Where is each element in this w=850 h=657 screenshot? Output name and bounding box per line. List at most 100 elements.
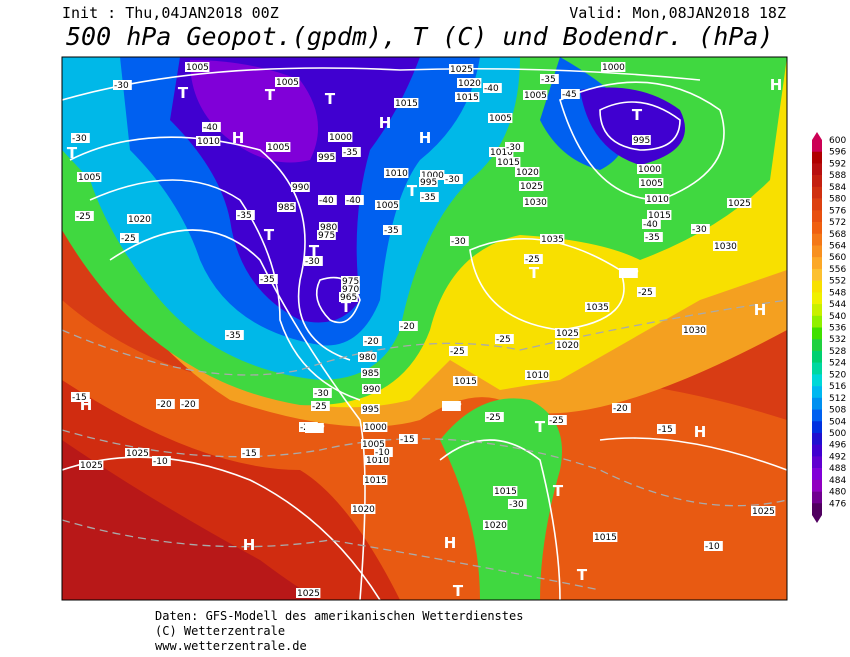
- map-label-box: [318, 195, 337, 205]
- map-label: 1015: [454, 377, 477, 387]
- pressure-center: T: [178, 84, 189, 102]
- map-label-box: [496, 157, 521, 167]
- map-label-box: [127, 214, 152, 224]
- legend-label: 488: [829, 464, 846, 474]
- map-label-box: [585, 302, 610, 312]
- pressure-center: T: [453, 582, 464, 600]
- map-label: 1005: [362, 440, 385, 450]
- legend-swatch: [812, 327, 822, 340]
- map-label: -40: [643, 220, 658, 230]
- map-label-box: [202, 122, 221, 132]
- map-label: 1015: [594, 533, 617, 543]
- map-label-box: [71, 392, 90, 402]
- map-frame: [61, 56, 788, 601]
- legend-label: 524: [829, 359, 846, 369]
- map-label-box: [457, 78, 482, 88]
- legend-swatch: [812, 315, 822, 328]
- map-label-box: [419, 177, 438, 187]
- legend-swatch: [812, 222, 822, 235]
- map-label-box: [493, 486, 518, 496]
- legend-label: 476: [829, 499, 846, 509]
- map-label: 1000: [364, 423, 387, 433]
- legend-swatch: [812, 245, 822, 258]
- map-label-box: [561, 89, 580, 99]
- legend-label: 596: [829, 148, 846, 158]
- pressure-center: T: [264, 226, 275, 244]
- map-label-box: [455, 92, 480, 102]
- map-label: -15: [72, 393, 87, 403]
- map-label: -30: [114, 81, 129, 91]
- map-label-box: [642, 219, 661, 229]
- map-label-box: [152, 456, 171, 466]
- map-label: -35: [237, 211, 252, 221]
- legend-label: 564: [829, 241, 846, 251]
- map-label-box: [317, 230, 336, 240]
- map-label-box: [453, 376, 478, 386]
- map-label-box: [619, 268, 638, 278]
- map-label-box: [305, 423, 324, 433]
- map-label-box: [241, 448, 260, 458]
- map-label: -35: [384, 226, 399, 236]
- map-label: -30: [445, 175, 460, 185]
- map-label: -30: [305, 257, 320, 267]
- legend-swatch: [812, 292, 822, 305]
- map-label-box: [612, 403, 631, 413]
- legend-label: 484: [829, 476, 846, 486]
- legend-swatch: [812, 421, 822, 434]
- legend-swatch: [812, 444, 822, 457]
- map-label: 1010: [490, 148, 513, 158]
- map-label: -35: [343, 148, 358, 158]
- pressure-center: T: [553, 482, 564, 500]
- legend-swatch: [812, 175, 822, 188]
- legend-swatch: [812, 233, 822, 246]
- legend-label: 556: [829, 265, 846, 275]
- legend-arrow-bottom: [812, 515, 822, 523]
- map-label: -20: [181, 400, 196, 410]
- map-label-box: [632, 135, 651, 145]
- map-label-box: [328, 132, 353, 142]
- legend-label: 572: [829, 218, 846, 228]
- map-label-box: [71, 133, 90, 143]
- map-label: 1010: [197, 137, 220, 147]
- map-label: 995: [318, 153, 335, 163]
- pressure-center: T: [341, 298, 352, 316]
- map-label: -20: [613, 404, 628, 414]
- map-label: -15: [400, 435, 415, 445]
- map-label-box: [508, 499, 527, 509]
- map-label: 1020: [352, 505, 375, 515]
- map-label-box: [236, 210, 255, 220]
- map-label-box: [185, 62, 210, 72]
- map-label: 1015: [497, 158, 520, 168]
- map-label-box: [751, 506, 776, 516]
- map-label: 552: [620, 269, 639, 279]
- map-label: 975: [318, 231, 335, 241]
- map-label: 1005: [640, 179, 663, 189]
- map-label: 1025: [556, 329, 579, 339]
- map-field: [62, 57, 787, 600]
- map-label-box: [362, 384, 381, 394]
- map-label-box: [601, 62, 626, 72]
- map-label-box: [524, 254, 543, 264]
- map-label: 1025: [450, 65, 473, 75]
- map-label: 1025: [297, 589, 320, 599]
- map-label: 1005: [524, 91, 547, 101]
- map-label: 1015: [364, 476, 387, 486]
- map-label: -10: [375, 448, 390, 458]
- map-label: 1025: [126, 449, 149, 459]
- pressure-center: T: [265, 86, 276, 104]
- map-label-box: [505, 142, 524, 152]
- map-label-box: [342, 147, 361, 157]
- legend-swatch: [812, 163, 822, 176]
- legend-swatch: [812, 268, 822, 281]
- pressure-center: H: [419, 129, 432, 147]
- legend-swatch: [812, 210, 822, 223]
- legend-label: 504: [829, 417, 846, 427]
- legend-swatch: [812, 397, 822, 410]
- legend-label: 560: [829, 253, 846, 263]
- map-label: -45: [562, 90, 577, 100]
- map-label: -30: [72, 134, 87, 144]
- map-label-box: [637, 287, 656, 297]
- pressure-center: H: [770, 76, 783, 94]
- map-label-box: [525, 370, 550, 380]
